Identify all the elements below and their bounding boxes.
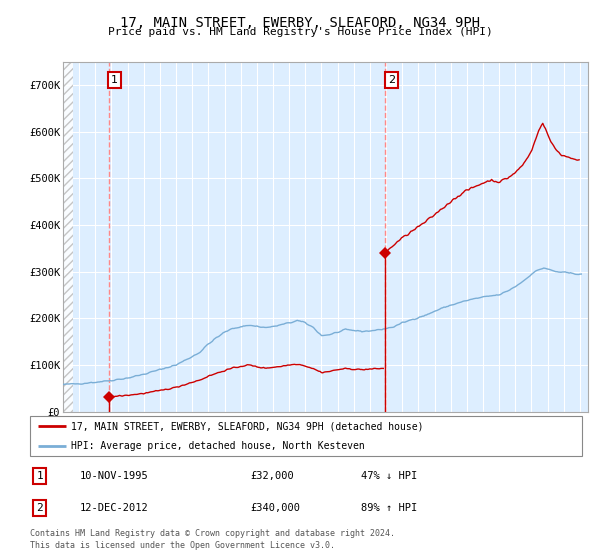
FancyBboxPatch shape xyxy=(30,416,582,456)
Text: Contains HM Land Registry data © Crown copyright and database right 2024.
This d: Contains HM Land Registry data © Crown c… xyxy=(30,529,395,550)
Text: 2: 2 xyxy=(388,75,395,85)
Text: HPI: Average price, detached house, North Kesteven: HPI: Average price, detached house, Nort… xyxy=(71,441,365,451)
Text: 89% ↑ HPI: 89% ↑ HPI xyxy=(361,503,418,514)
Text: 10-NOV-1995: 10-NOV-1995 xyxy=(80,471,148,481)
Text: 2: 2 xyxy=(37,503,43,514)
Text: Price paid vs. HM Land Registry's House Price Index (HPI): Price paid vs. HM Land Registry's House … xyxy=(107,27,493,37)
Bar xyxy=(63,62,73,412)
Text: 1: 1 xyxy=(37,471,43,481)
Text: £340,000: £340,000 xyxy=(251,503,301,514)
Text: 17, MAIN STREET, EWERBY, SLEAFORD, NG34 9PH: 17, MAIN STREET, EWERBY, SLEAFORD, NG34 … xyxy=(120,16,480,30)
Text: 12-DEC-2012: 12-DEC-2012 xyxy=(80,503,148,514)
Text: £32,000: £32,000 xyxy=(251,471,295,481)
Text: 1: 1 xyxy=(111,75,118,85)
Text: 47% ↓ HPI: 47% ↓ HPI xyxy=(361,471,418,481)
Text: 17, MAIN STREET, EWERBY, SLEAFORD, NG34 9PH (detached house): 17, MAIN STREET, EWERBY, SLEAFORD, NG34 … xyxy=(71,421,424,431)
